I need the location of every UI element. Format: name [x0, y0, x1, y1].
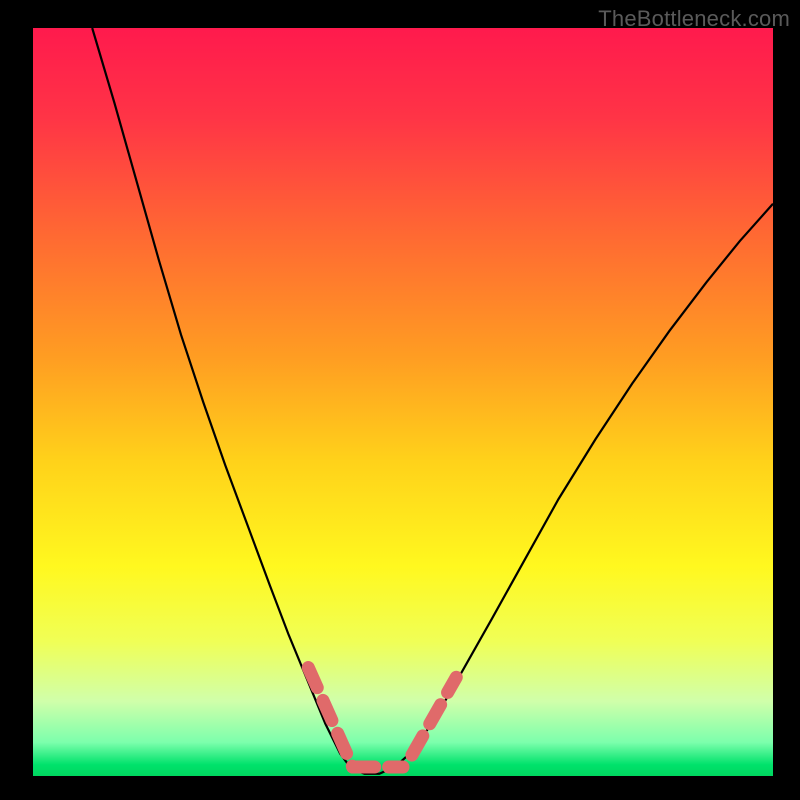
- bottleneck-chart: [0, 0, 800, 800]
- plot-background: [33, 28, 773, 776]
- watermark-text: TheBottleneck.com: [598, 6, 790, 32]
